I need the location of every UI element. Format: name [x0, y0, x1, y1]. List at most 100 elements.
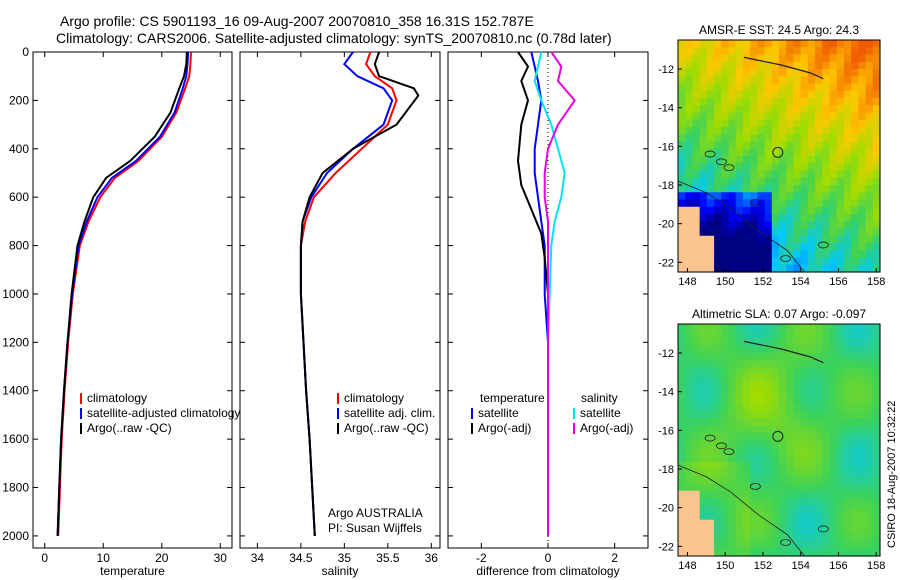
map-cell [685, 83, 694, 92]
map-cell [786, 389, 795, 398]
map-cell [699, 199, 708, 208]
map-cell [786, 483, 795, 492]
map-cell [851, 324, 859, 332]
map-cell [800, 519, 809, 528]
map-cell [757, 490, 766, 499]
map-cell [815, 105, 823, 114]
map-cell [728, 353, 737, 361]
map-cell [872, 519, 881, 528]
map-cell [721, 447, 730, 456]
map-cell [872, 534, 881, 543]
map-cell [815, 264, 823, 273]
map-cell [692, 90, 701, 99]
salinity-annotation: Argo AUSTRALIA [328, 506, 423, 520]
map-cell [721, 257, 730, 266]
map-cell [764, 105, 773, 114]
map-cell [858, 548, 867, 557]
map-cell [858, 264, 867, 273]
map-cell [706, 440, 715, 448]
map-cell [822, 177, 831, 186]
map-cell [721, 206, 730, 215]
map-cell [721, 83, 730, 92]
map-cell [836, 498, 845, 506]
map-cell [706, 548, 715, 557]
map-cell [714, 170, 722, 179]
map-cell [699, 541, 708, 550]
map-cell [699, 519, 708, 528]
map-cell [872, 374, 881, 383]
map-cell [786, 40, 795, 48]
map-cell [836, 440, 845, 448]
map-cell [678, 469, 686, 477]
map-cell [843, 483, 852, 492]
map-cell [807, 257, 816, 266]
map-cell [843, 548, 852, 557]
map-cell [699, 214, 708, 222]
map-cell [692, 119, 701, 128]
map-cell [714, 199, 722, 208]
map-cell [728, 469, 737, 477]
map-cell [678, 199, 686, 208]
map-cell [714, 76, 722, 85]
map-cell [829, 105, 838, 114]
map-cell [858, 374, 867, 383]
map-cell [771, 440, 780, 448]
map-cell [714, 360, 722, 369]
map-cell [764, 454, 773, 463]
map-cell [757, 119, 766, 128]
map-cell [685, 541, 694, 550]
map-cell [851, 156, 859, 164]
map-cell [843, 61, 852, 70]
map-cell [829, 199, 838, 208]
map-cell [800, 40, 809, 48]
map-cell [757, 353, 766, 361]
map-cell [815, 163, 823, 172]
map-cell [829, 83, 838, 92]
map-cell [836, 483, 845, 492]
map-cell [678, 192, 686, 201]
map-cell [872, 353, 881, 361]
map-cell [692, 527, 701, 535]
map-cell [735, 199, 744, 208]
map-cell [685, 411, 694, 419]
map-cell [678, 105, 686, 114]
map-cell [858, 112, 867, 121]
map-cell [757, 47, 766, 56]
map-cell [685, 483, 694, 492]
map-cell [851, 432, 859, 441]
map-cell [699, 177, 708, 186]
map-cell [678, 454, 686, 463]
map-cell [779, 177, 787, 186]
map-cell [771, 228, 780, 237]
map-cell [836, 360, 845, 369]
map-cell [843, 382, 852, 390]
map-cell [822, 185, 831, 193]
map-cell [678, 257, 686, 266]
map-cell [699, 461, 708, 470]
map-cell [735, 61, 744, 70]
map-cell [735, 476, 744, 485]
map-cell [836, 156, 845, 164]
map-cell [728, 534, 737, 543]
map-cell [757, 338, 766, 347]
map-cell [807, 505, 816, 514]
map-cell [692, 141, 701, 150]
map-cell [757, 141, 766, 150]
map-cell [858, 389, 867, 398]
map-cell [771, 47, 780, 56]
map-cell [829, 353, 838, 361]
sst-map-ytick-label: -18 [658, 180, 674, 192]
map-cell [742, 40, 751, 48]
map-cell [858, 534, 867, 543]
map-cell [757, 447, 766, 456]
map-cell [800, 148, 809, 157]
map-cell [750, 112, 758, 121]
map-cell [721, 418, 730, 427]
map-cell [750, 177, 758, 186]
map-cell [771, 331, 780, 340]
map-cell [872, 498, 881, 506]
map-cell [728, 440, 737, 448]
map-cell [678, 541, 686, 550]
map-cell [742, 331, 751, 340]
map-cell [836, 192, 845, 201]
